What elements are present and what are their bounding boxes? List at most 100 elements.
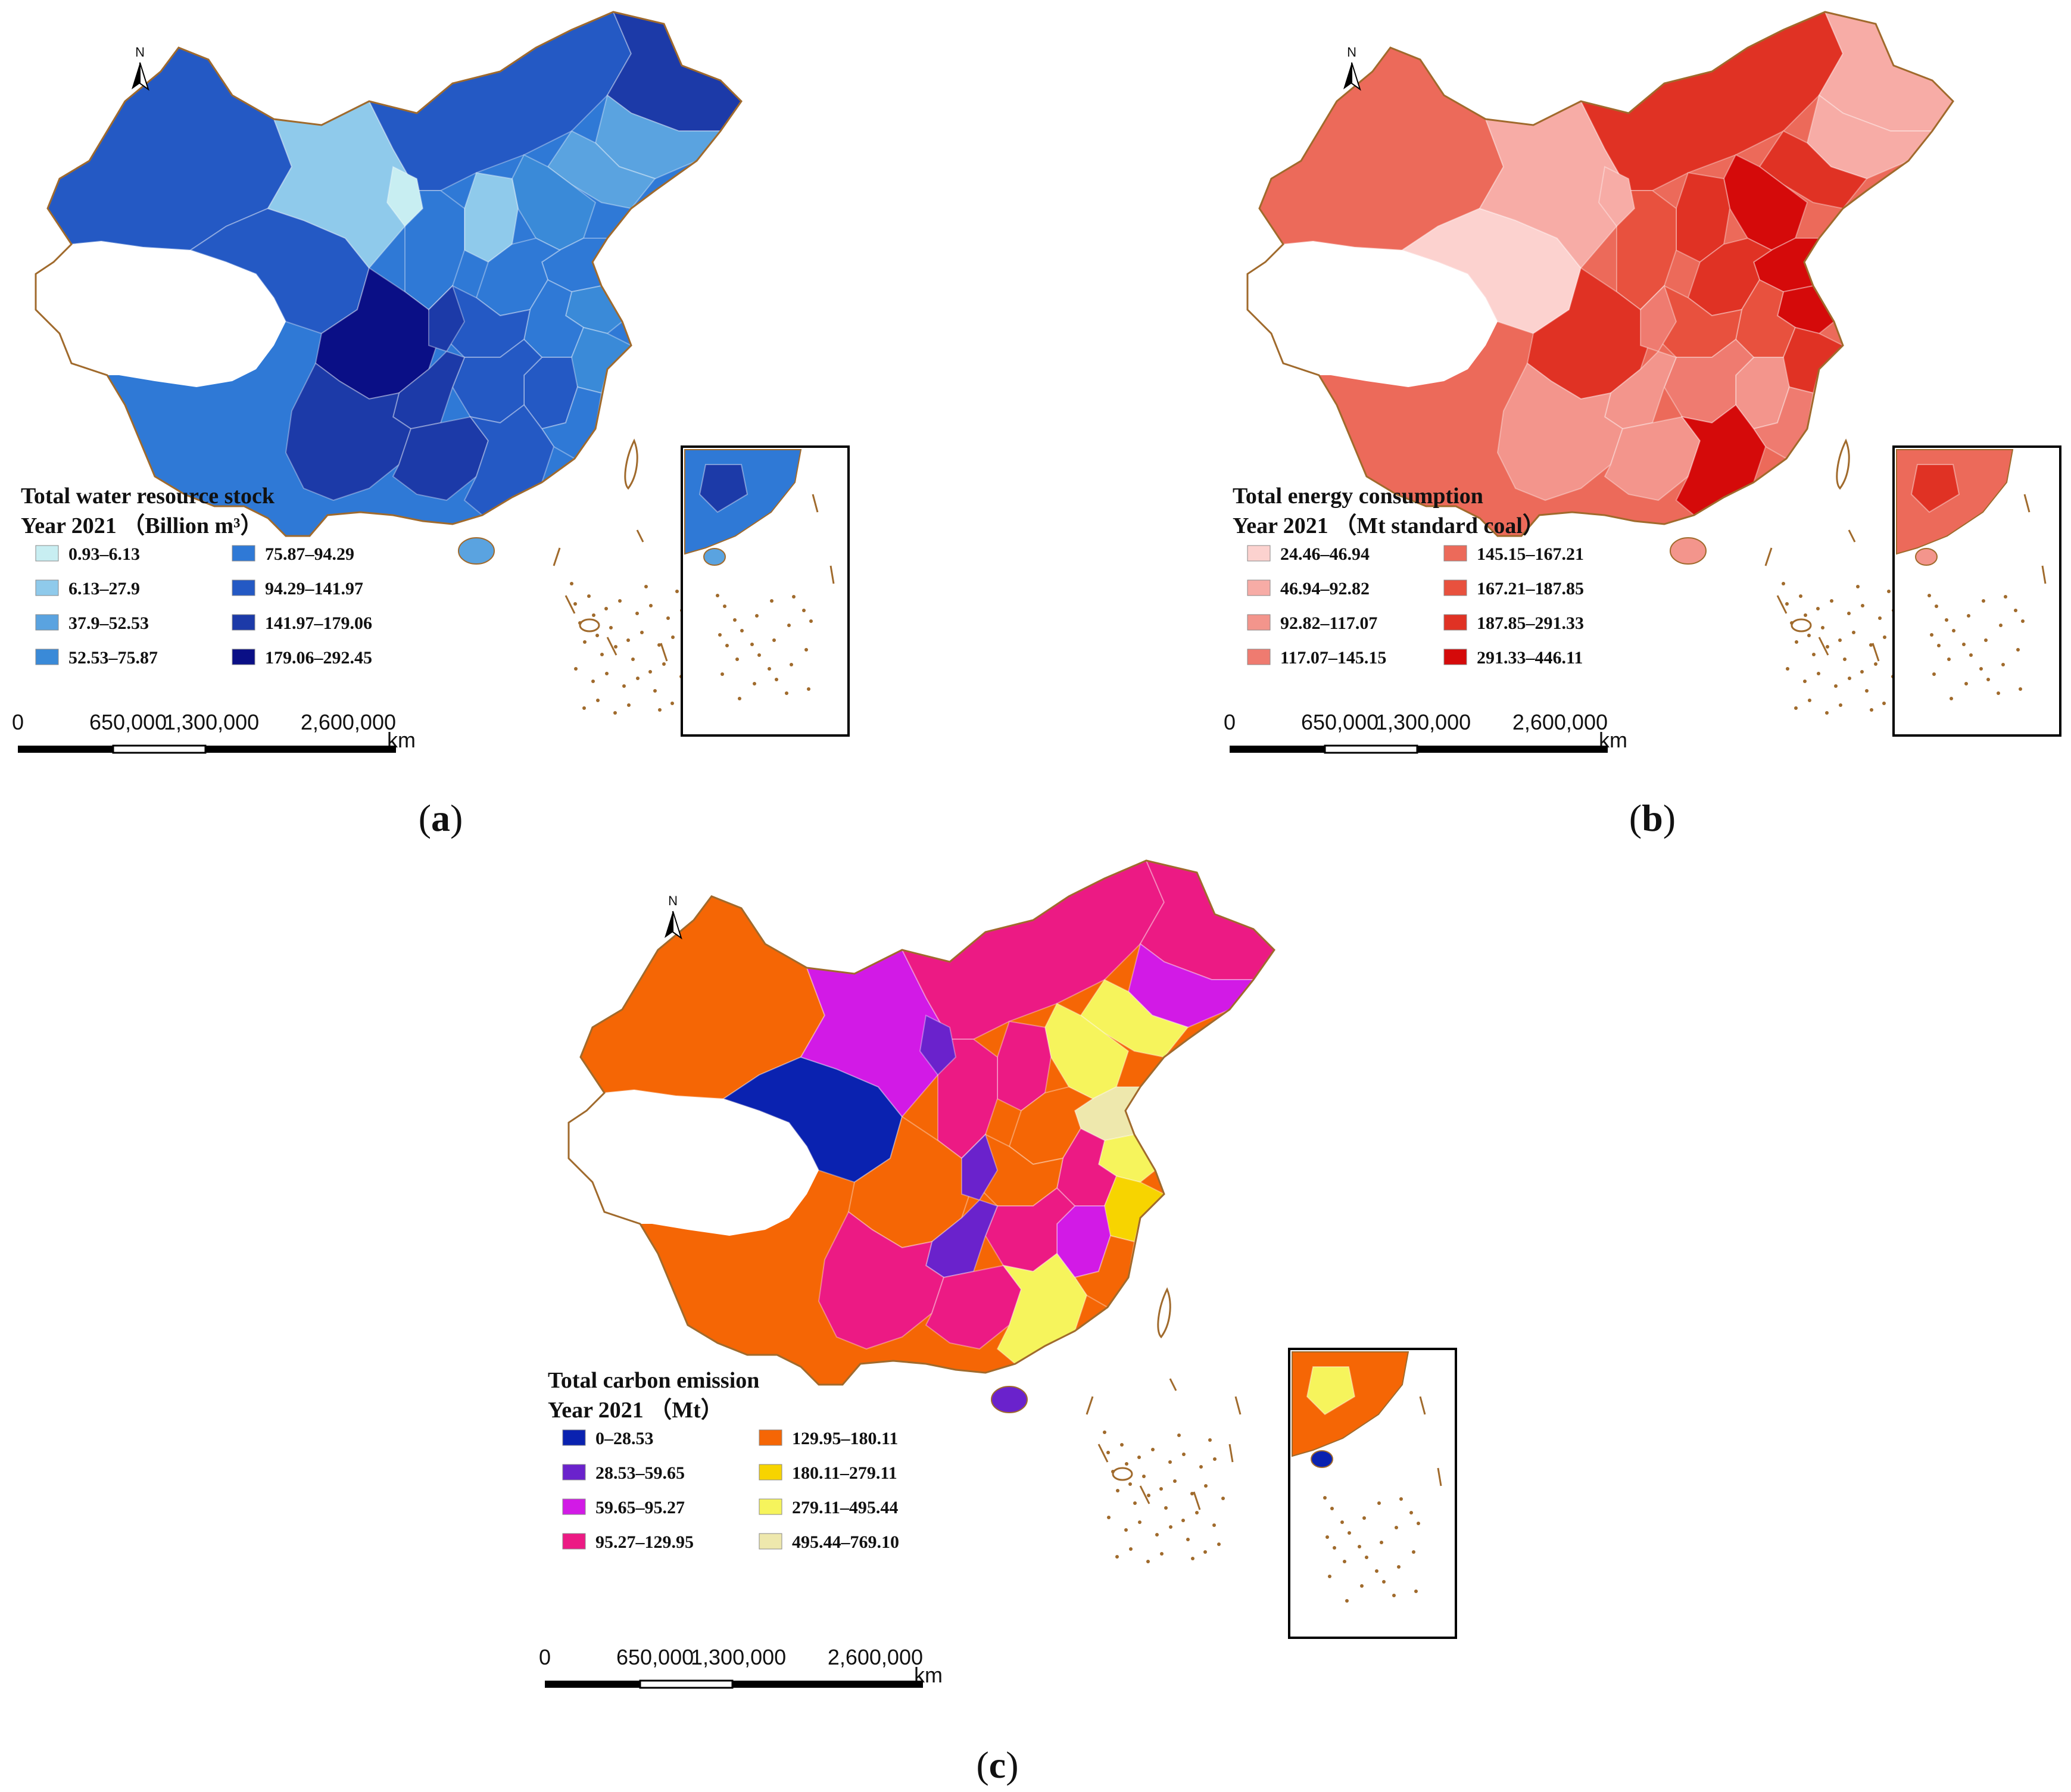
legend-item: 117.07–145.15 — [1247, 648, 1386, 668]
taiwan-outline — [624, 438, 638, 490]
scale-tick-3: 2,600,000 — [828, 1645, 923, 1669]
legend-label: 24.46–46.94 — [1280, 544, 1370, 564]
legend-swatch — [232, 545, 255, 562]
north-arrow-icon: N — [665, 893, 682, 940]
legend-item: 187.85–291.33 — [1443, 613, 1584, 633]
legend-swatch — [759, 1429, 782, 1446]
province-sichuan — [847, 1115, 975, 1249]
panel-a: N Total water resource stock Year 2021 （Bi… — [12, 11, 850, 839]
legend-item: 52.53–75.87 — [35, 648, 158, 668]
taiwan-outline — [1836, 438, 1850, 490]
province-chongqing — [428, 285, 466, 353]
legend-item: 180.11–279.11 — [759, 1463, 897, 1483]
legend-label: 0–28.53 — [595, 1429, 654, 1448]
legend-swatch — [35, 614, 59, 631]
taiwan-outline — [1157, 1287, 1171, 1339]
scale-tick-2: 1,300,000 — [164, 710, 259, 734]
scale-tick-3: 2,600,000 — [1512, 710, 1608, 734]
scale-tick-0: 0 — [12, 710, 24, 734]
province-layer — [579, 861, 1274, 1365]
legend-swatch — [1247, 649, 1271, 665]
scale-tick-1: 650,000 — [1301, 710, 1378, 734]
province-sichuan — [1526, 267, 1654, 400]
province-hunan — [451, 338, 543, 424]
legend-label: 117.07–145.15 — [1280, 648, 1386, 668]
panel-c: N Total carbon emission Year 2021 （Mt） 0–28… — [539, 859, 1457, 1786]
north-arrow-icon: N — [1343, 45, 1361, 91]
legend-item: 59.65–95.27 — [562, 1498, 685, 1517]
legend-item: 0.93–6.13 — [35, 544, 140, 564]
legend-item: 94.29–141.97 — [232, 579, 363, 599]
legend-swatch — [35, 579, 59, 596]
legend-a: Total water resource stock Year 2021 （Bil… — [21, 484, 372, 668]
province-ningxia — [919, 1014, 957, 1076]
legend-label: 179.06–292.45 — [265, 648, 372, 668]
legend-swatch — [759, 1533, 782, 1550]
legend-label: 46.94–92.82 — [1280, 579, 1370, 599]
legend-subtitle: Year 2021 （Billion m³） — [21, 513, 263, 538]
legend-label: 141.97–179.06 — [265, 613, 372, 633]
legend-item: 0–28.53 — [562, 1429, 654, 1448]
legend-item: 75.87–94.29 — [232, 544, 354, 564]
province-sichuan — [314, 267, 442, 400]
legend-label: 94.29–141.97 — [265, 579, 363, 599]
legend-label: 291.33–446.11 — [1477, 648, 1583, 668]
scale-tick-3: 2,600,000 — [301, 710, 396, 734]
legend-label: 129.95–180.11 — [792, 1429, 898, 1448]
north-label: N — [668, 893, 678, 908]
legend-item: 92.82–117.07 — [1247, 613, 1377, 633]
north-arrow-icon: N — [132, 45, 149, 91]
legend-title: Total energy consumption — [1233, 484, 1483, 509]
legend-label: 75.87–94.29 — [265, 544, 354, 564]
legend-label: 180.11–279.11 — [792, 1463, 897, 1483]
south-china-sea-islands — [1086, 1378, 1242, 1563]
legend-swatch — [1247, 579, 1271, 596]
scale-tick-2: 1,300,000 — [1376, 710, 1471, 734]
legend-item: 145.15–167.21 — [1443, 544, 1584, 564]
south-china-sea-islands — [553, 529, 709, 715]
legend-swatch — [1443, 614, 1467, 631]
map-a — [35, 11, 743, 715]
legend-item: 37.9–52.53 — [35, 613, 149, 633]
legend-title: Total water resource stock — [21, 484, 275, 509]
legend-item: 495.44–769.10 — [759, 1532, 899, 1552]
legend-swatch — [232, 579, 255, 596]
hainan-island — [1670, 537, 1707, 565]
legend-swatch — [1443, 545, 1467, 562]
province-hunan — [984, 1187, 1076, 1273]
province-guangxi — [392, 416, 489, 501]
legend-item: 95.27–129.95 — [562, 1532, 694, 1552]
legend-item: 167.21–187.85 — [1443, 579, 1584, 599]
legend-label: 167.21–187.85 — [1477, 579, 1584, 599]
north-label: N — [135, 45, 145, 60]
legend-swatch — [1247, 614, 1271, 631]
legend-c: Total carbon emission Year 2021 （Mt） 0–28.… — [548, 1368, 899, 1552]
legend-item: 141.97–179.06 — [232, 613, 372, 633]
province-ningxia — [386, 166, 424, 227]
legend-subtitle: Year 2021 （Mt standard coal） — [1233, 513, 1545, 538]
province-chongqing — [1640, 285, 1677, 353]
legend-swatch — [1247, 545, 1271, 562]
hainan-island — [458, 537, 495, 565]
legend-item: 6.13–27.9 — [35, 579, 140, 599]
legend-item: 129.95–180.11 — [759, 1429, 898, 1448]
scale-tick-1: 650,000 — [616, 1645, 694, 1669]
legend-label: 495.44–769.10 — [792, 1532, 899, 1552]
legend-swatch — [562, 1533, 586, 1550]
hainan-island — [991, 1386, 1028, 1413]
legend-label: 92.82–117.07 — [1280, 613, 1377, 633]
panel-b: N Total energy consumption Year 2021 （Mt s… — [1224, 11, 2061, 839]
legend-label: 279.11–495.44 — [792, 1498, 898, 1517]
legend-swatch — [759, 1498, 782, 1515]
legend-swatch — [759, 1464, 782, 1481]
inset-c — [1288, 1348, 1457, 1639]
scale-tick-1: 650,000 — [89, 710, 167, 734]
scale-tick-0: 0 — [539, 1645, 551, 1669]
scale-tick-0: 0 — [1224, 710, 1236, 734]
province-guangxi — [925, 1264, 1022, 1350]
province-layer — [46, 12, 741, 516]
legend-label: 52.53–75.87 — [68, 648, 158, 668]
legend-title: Total carbon emission — [548, 1368, 759, 1393]
